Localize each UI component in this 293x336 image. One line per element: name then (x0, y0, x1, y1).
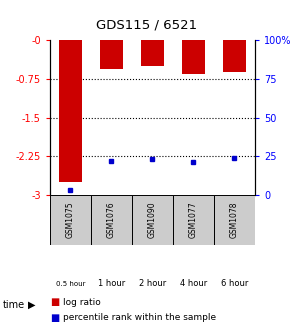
Bar (50, 195, 91, 245)
Text: ▶: ▶ (28, 300, 35, 310)
Bar (59, 40, 81, 182)
Text: GSM1078: GSM1078 (230, 202, 239, 238)
Text: 1 hour: 1 hour (98, 280, 125, 288)
Text: 4 hour: 4 hour (180, 280, 207, 288)
Text: ■: ■ (50, 312, 59, 323)
Text: percentile rank within the sample: percentile rank within the sample (63, 313, 216, 322)
Bar (214, 195, 255, 245)
Text: GSM1076: GSM1076 (107, 202, 116, 239)
Text: time: time (3, 300, 25, 310)
Bar (132, 195, 173, 245)
Bar (182, 40, 205, 74)
Text: ■: ■ (50, 297, 59, 307)
Bar (223, 40, 246, 72)
Text: log ratio: log ratio (63, 298, 101, 307)
Text: 0.5 hour: 0.5 hour (56, 281, 85, 287)
Text: GDS115 / 6521: GDS115 / 6521 (96, 18, 197, 32)
Text: GSM1075: GSM1075 (66, 202, 75, 239)
Text: GSM1077: GSM1077 (189, 202, 198, 239)
Text: 2 hour: 2 hour (139, 280, 166, 288)
Text: GSM1090: GSM1090 (148, 202, 157, 239)
Bar (91, 195, 132, 245)
Bar (100, 40, 123, 69)
Text: 6 hour: 6 hour (221, 280, 248, 288)
Bar (141, 40, 163, 66)
Bar (173, 195, 214, 245)
